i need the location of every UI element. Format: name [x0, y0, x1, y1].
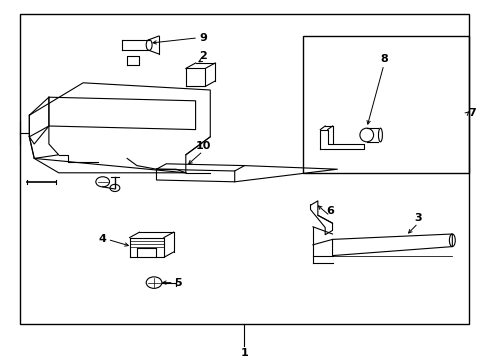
Text: 3: 3 — [413, 213, 421, 223]
Text: 5: 5 — [174, 278, 182, 288]
Bar — [303, 36, 468, 173]
Bar — [20, 14, 468, 324]
Text: 8: 8 — [379, 54, 387, 64]
Text: 1: 1 — [240, 348, 248, 358]
Text: 10: 10 — [195, 141, 210, 151]
Text: 7: 7 — [467, 108, 475, 118]
Text: 9: 9 — [199, 33, 206, 43]
Text: 6: 6 — [325, 206, 333, 216]
Text: 4: 4 — [99, 234, 106, 244]
Text: 2: 2 — [199, 51, 206, 61]
